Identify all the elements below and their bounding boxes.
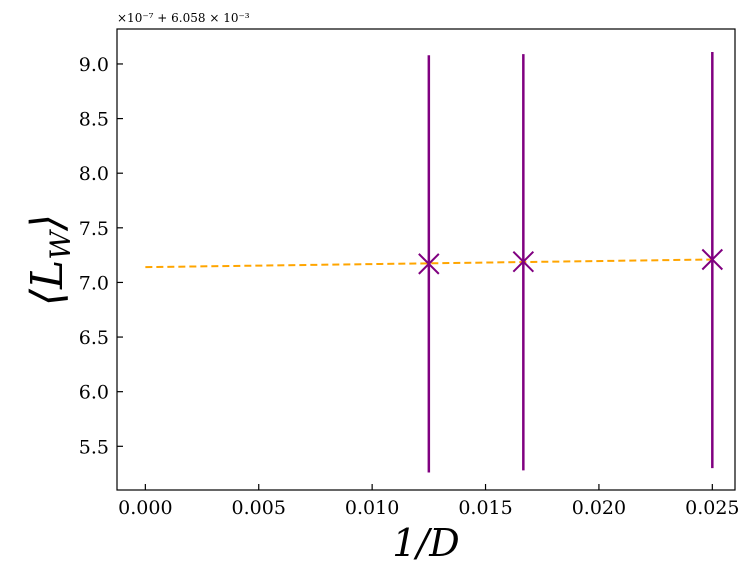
y-tick-label: 6.0 xyxy=(79,382,109,404)
y-axis-label-main: ⟨L xyxy=(22,260,73,306)
x-tick-label: 0.015 xyxy=(458,497,512,519)
axis-offset-label: ×10⁻⁷ + 6.058 × 10⁻³ xyxy=(117,11,250,25)
data-point-marker xyxy=(701,248,724,271)
y-axis-label-close: ⟩ xyxy=(22,214,73,232)
y-tick-label: 5.5 xyxy=(79,436,109,458)
plot-frame xyxy=(116,28,736,491)
y-tick-label: 6.5 xyxy=(79,327,109,349)
data-point-marker xyxy=(512,250,535,273)
y-tick-label: 8.0 xyxy=(79,163,109,185)
y-axis-label-subscript: W xyxy=(44,229,77,260)
y-axis-label: ⟨LW⟩ xyxy=(22,214,77,306)
x-tick-label: 0.020 xyxy=(572,497,626,519)
y-tick-label: 7.0 xyxy=(79,272,109,294)
fit-line xyxy=(145,258,713,269)
x-tick-label: 0.025 xyxy=(685,497,739,519)
x-tick-label: 0.010 xyxy=(345,497,399,519)
x-axis-label: 1/D xyxy=(392,521,459,565)
x-tick-label: 0.000 xyxy=(118,497,172,519)
y-tick-label: 9.0 xyxy=(79,54,109,76)
data-point-marker xyxy=(418,253,440,275)
y-tick-label: 7.5 xyxy=(79,218,109,240)
y-tick-label: 8.5 xyxy=(79,109,109,131)
x-tick-label: 0.005 xyxy=(232,497,286,519)
